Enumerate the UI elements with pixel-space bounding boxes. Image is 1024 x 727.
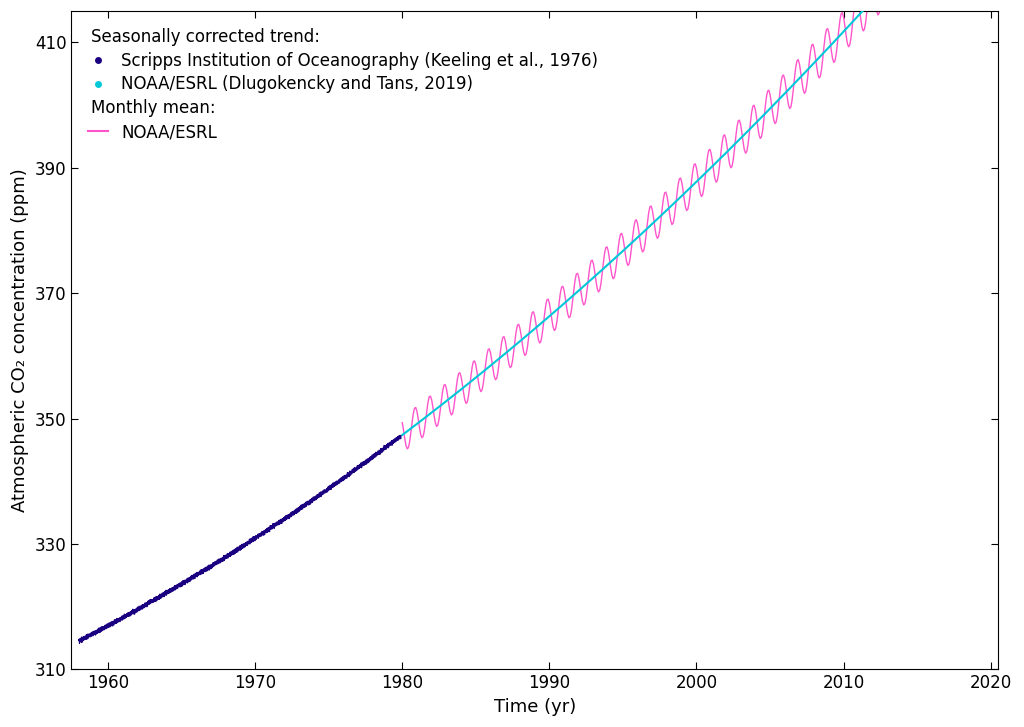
- Legend: Seasonally corrected trend:, Scripps Institution of Oceanography (Keeling et al.: Seasonally corrected trend:, Scripps Ins…: [81, 21, 605, 148]
- X-axis label: Time (yr): Time (yr): [494, 698, 575, 716]
- Y-axis label: Atmospheric CO₂ concentration (ppm): Atmospheric CO₂ concentration (ppm): [11, 169, 29, 512]
